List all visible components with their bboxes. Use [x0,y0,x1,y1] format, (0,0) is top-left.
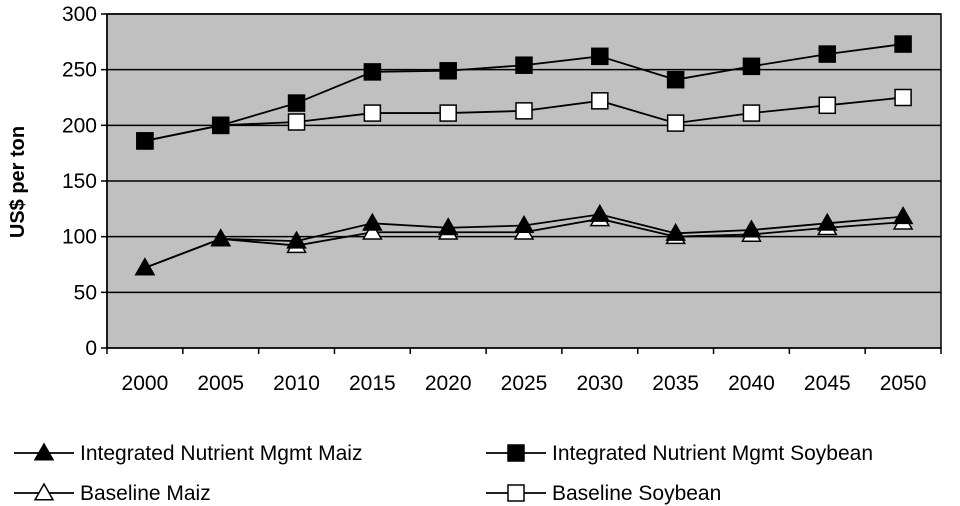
data-point [210,228,232,247]
x-tick-label: 2045 [804,372,851,395]
y-tick-label: 150 [62,170,97,193]
data-point [591,47,609,66]
x-tick-label: 2005 [197,372,244,395]
series-group [134,35,914,276]
data-point [515,56,533,74]
y-tick-label: 50 [74,281,97,304]
x-tick-label: 2035 [652,372,699,395]
legend-marker [33,442,55,461]
x-axis-ticks: 2000 2005 2010 2015 2020 2025 2030 2035 2040 2045… [106,348,942,395]
data-point [894,88,912,107]
x-tick-label: 2030 [576,372,623,395]
data-point [515,102,533,120]
x-tick-label: 2020 [425,372,472,395]
data-point [589,203,611,222]
data-point [136,132,154,150]
data-point [437,217,459,236]
data-point [894,35,912,53]
legend-marker [507,484,525,502]
x-tick-label: 2010 [273,372,320,395]
legend-item: Baseline Maiz [14,482,211,505]
data-point [439,62,457,80]
legend-label: Integrated Nutrient Mgmt Soybean [552,442,873,465]
data-point [665,222,686,241]
data-point [666,70,685,89]
data-point [134,257,156,276]
data-point [363,104,382,122]
y-tick-label: 200 [62,114,97,137]
x-tick-label: 2040 [728,372,775,395]
data-point [439,104,457,122]
data-point [287,113,306,131]
legend-item: Integrated Nutrient Mgmt Soybean [486,442,873,465]
legend-item: Integrated Nutrient Mgmt Maiz [14,442,362,465]
legend: Integrated Nutrient Mgmt Maiz Integrated … [14,442,873,505]
data-point [513,215,535,234]
data-point [362,221,383,240]
data-point [591,92,609,110]
data-point [286,230,307,249]
legend-label: Integrated Nutrient Mgmt Maiz [80,442,362,465]
legend-label: Baseline Maiz [80,482,211,505]
x-tick-label: 2000 [122,372,169,395]
data-point [818,45,837,63]
data-point [818,96,837,115]
data-point [363,63,382,81]
legend-label: Baseline Soybean [552,482,721,505]
y-tick-label: 250 [62,59,97,82]
data-point [742,104,761,122]
data-point [211,116,230,135]
series-integrated-nutrient-mgmt-maiz [134,203,914,276]
legend-item: Baseline Soybean [486,482,721,505]
data-point [816,212,838,231]
legend-marker [507,444,525,462]
y-axis-label: US$ per ton [7,126,29,238]
legend-marker [33,482,55,501]
data-point [362,212,383,231]
data-point [741,219,762,238]
data-point [742,57,761,76]
y-tick-label: 300 [62,3,97,26]
x-tick-label: 2050 [880,372,927,395]
series-integrated-nutrient-mgmt-soybean [136,35,912,150]
data-point [892,206,914,225]
y-axis-ticks: 0 50 100 150 200 250 300 [62,3,107,360]
y-tick-label: 0 [85,337,97,360]
x-tick-label: 2015 [349,372,396,395]
y-tick-label: 100 [62,226,97,249]
data-point [287,94,306,112]
data-point [666,114,685,132]
x-tick-label: 2025 [501,372,548,395]
